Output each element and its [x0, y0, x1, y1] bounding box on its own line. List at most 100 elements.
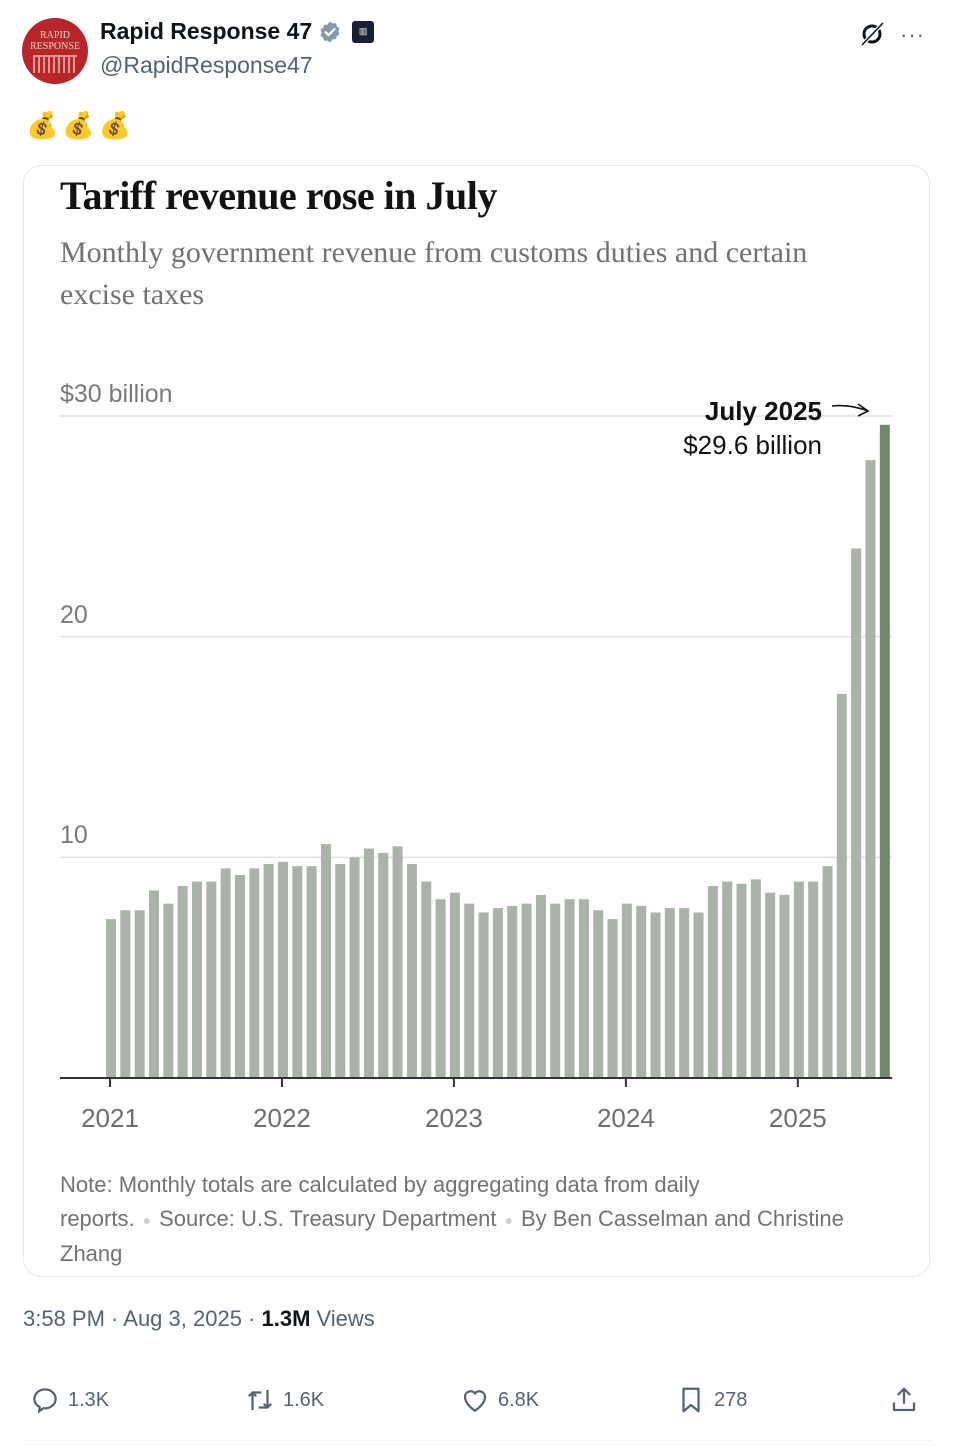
reply-button[interactable]: 1.3K: [30, 1385, 109, 1415]
like-button[interactable]: 6.8K: [460, 1385, 539, 1415]
views-label: Views: [310, 1306, 375, 1331]
bar: [177, 886, 188, 1078]
bar: [449, 892, 460, 1078]
x-tick-label: 2023: [424, 1103, 483, 1133]
y-tick-label: 10: [60, 821, 88, 850]
bar: [277, 861, 288, 1078]
author-name[interactable]: Rapid Response 47: [100, 18, 313, 44]
author-handle[interactable]: @RapidResponse47: [100, 52, 313, 78]
bar: [779, 894, 790, 1078]
bar: [306, 866, 317, 1078]
bar: [464, 903, 475, 1078]
chart-subtitle: Monthly government revenue from customs …: [60, 236, 808, 311]
bar: [851, 548, 862, 1078]
bar: [263, 863, 274, 1078]
like-count: 6.8K: [498, 1388, 540, 1411]
repost-icon: [247, 1390, 273, 1410]
bar: [578, 899, 589, 1078]
annotation-arrow: [831, 403, 870, 417]
annotation-label: July 2025: [704, 396, 822, 426]
x-tick-label: 2024: [596, 1103, 655, 1133]
bar: [650, 912, 661, 1078]
annotation-value: $29.6 billion: [683, 430, 822, 460]
bar: [320, 844, 331, 1078]
bar: [478, 912, 489, 1078]
share-button[interactable]: [889, 1385, 919, 1415]
chart-note: Note: Monthly totals are calculated by a…: [60, 1172, 700, 1231]
bar: [707, 886, 718, 1078]
bar: [406, 863, 417, 1078]
reply-count: 1.3K: [68, 1388, 110, 1411]
y-tick-label: $30 billion: [60, 380, 173, 408]
share-icon: [892, 1387, 916, 1412]
bar: [492, 908, 503, 1078]
action-bar: 1.3K 1.6K 6.8K 278: [0, 1385, 956, 1425]
reply-icon: [33, 1388, 57, 1414]
bar: [679, 908, 690, 1078]
bar: [693, 912, 704, 1078]
bar: [234, 874, 245, 1078]
bar: [220, 868, 231, 1078]
views-count: 1.3M: [261, 1306, 311, 1331]
bookmark-button[interactable]: 278: [676, 1385, 747, 1415]
x-tick-label: 2025: [768, 1103, 827, 1133]
avatar[interactable]: RAPID RESPONSE: [22, 18, 88, 84]
chart-source: Source: U.S. Treasury Department: [159, 1206, 497, 1231]
bar: [163, 903, 174, 1078]
bar: [607, 919, 618, 1078]
bar: [435, 899, 446, 1078]
bar: [363, 848, 374, 1078]
chart-byline: By Ben Casselman and Christine Zhang: [60, 1206, 844, 1267]
bar: [521, 903, 532, 1078]
bar: [550, 903, 561, 1078]
more-options-button[interactable]: ···: [900, 22, 925, 47]
bar: [134, 910, 145, 1078]
white-house-badge-icon[interactable]: ▥: [352, 20, 375, 43]
bookmark-icon: [682, 1387, 700, 1413]
bar: [793, 881, 804, 1078]
post-text: 💰💰💰: [26, 110, 136, 140]
bar: [421, 881, 432, 1078]
white-house-graphic: [33, 54, 77, 73]
bar: [636, 905, 647, 1078]
bar: [335, 863, 346, 1078]
chart-image-card[interactable]: [23, 165, 930, 1277]
bar: [507, 905, 518, 1078]
bar: [206, 881, 217, 1078]
bar: [120, 910, 131, 1078]
y-tick-label: 20: [60, 600, 88, 629]
repost-button[interactable]: 1.6K: [245, 1385, 324, 1415]
post-metadata: 3:58 PM · Aug 3, 2025 · 1.3M Views: [23, 1306, 375, 1332]
bar: [392, 846, 403, 1078]
separator-dot: ●: [142, 1212, 152, 1229]
bar: [292, 866, 303, 1078]
bar: [664, 908, 675, 1078]
bar: [836, 694, 847, 1078]
verified-badge-icon: [320, 21, 340, 42]
separator-dot: ●: [504, 1212, 513, 1229]
bar: [191, 881, 202, 1078]
timestamp[interactable]: 3:58 PM · Aug 3, 2025 ·: [23, 1306, 262, 1331]
bar: [879, 424, 890, 1078]
bookmark-count: 278: [714, 1388, 748, 1411]
chart-footnote: Note: Monthly totals are calculated by a…: [60, 1168, 850, 1271]
author-name-row[interactable]: Rapid Response 47 ▥: [100, 18, 375, 45]
bar: [535, 894, 546, 1078]
x-tick-label: 2021: [81, 1103, 139, 1133]
x-tick-label: 2022: [253, 1103, 311, 1133]
chart-title: Tariff revenue rose in July: [60, 173, 497, 218]
bar: [865, 460, 876, 1079]
bar: [722, 881, 733, 1078]
repost-count: 1.6K: [283, 1388, 325, 1411]
bar: [249, 868, 260, 1078]
bar: [564, 899, 575, 1078]
bar: [349, 857, 360, 1078]
bar: [750, 879, 761, 1078]
grok-icon[interactable]: [858, 20, 886, 48]
bar: [593, 910, 604, 1078]
bar: [736, 883, 747, 1078]
heart-icon: [463, 1390, 487, 1412]
bar: [621, 903, 632, 1078]
bar: [106, 919, 116, 1078]
